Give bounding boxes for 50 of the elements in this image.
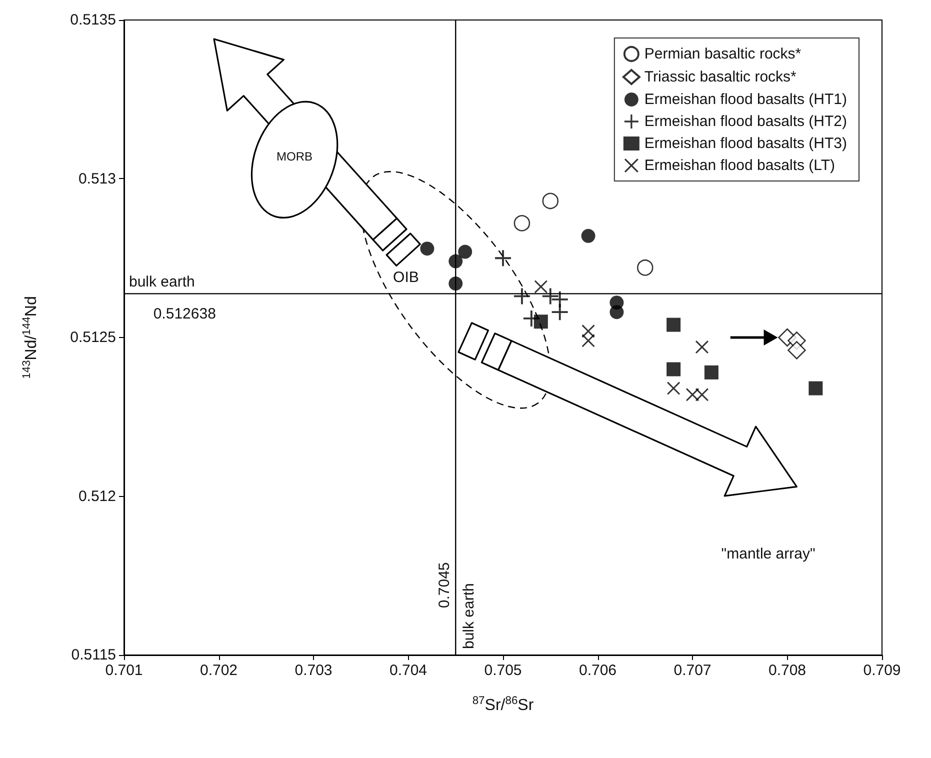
x-tick-label: 0.702 [200, 662, 238, 679]
x-tick-label: 0.706 [578, 662, 617, 679]
point [667, 382, 680, 395]
x-axis-title: $^{87}$Sr/$^{86}$Sr [472, 695, 534, 714]
point [534, 280, 548, 294]
annotation: "mantle array" [721, 544, 816, 562]
point [636, 260, 654, 276]
point [808, 381, 823, 396]
legend-label: Ermeishan flood basalts (HT3) [644, 135, 848, 152]
legend-label: Permian basaltic rocks* [644, 46, 802, 62]
x-tick-label: 0.708 [768, 662, 806, 679]
y-tick-label: 0.5125 [70, 329, 116, 346]
legend-label: Triassic basaltic rocks* [644, 68, 797, 86]
annotation: 0.7045 [435, 562, 452, 608]
point [704, 365, 718, 380]
point [788, 341, 806, 360]
annotation: 0.512638 [153, 304, 216, 322]
point [582, 334, 595, 348]
x-tick-label: 0.705 [484, 662, 522, 679]
point [695, 340, 708, 354]
y-tick-label: 0.5135 [70, 12, 116, 28]
x-tick-label: 0.707 [674, 662, 712, 679]
legend-label: Ermeishan flood basalts (LT) [644, 157, 836, 174]
point [514, 215, 530, 232]
y-tick-label: 0.5115 [71, 646, 116, 664]
legend-label: Ermeishan flood basalts (HT2) [644, 113, 848, 130]
ref-line-label: bulk earth [460, 583, 478, 649]
y-tick-label: 0.513 [78, 170, 116, 188]
point [695, 388, 708, 402]
y-tick-label: 0.512 [78, 488, 116, 505]
point [495, 250, 511, 266]
annotation: OIB [393, 268, 419, 286]
x-tick-label: 0.704 [389, 662, 428, 679]
x-tick-label: 0.709 [863, 662, 901, 679]
point [581, 228, 596, 243]
point [534, 314, 548, 329]
point [458, 244, 472, 259]
point [552, 304, 568, 320]
x-tick-label: 0.703 [294, 662, 332, 679]
point [666, 318, 681, 332]
ref-line-label: bulk earth [129, 274, 195, 291]
point [420, 242, 434, 256]
annotation: MORB [276, 150, 313, 164]
point [610, 305, 624, 320]
point [666, 362, 681, 376]
point [448, 254, 463, 268]
point [448, 276, 463, 291]
point [542, 192, 559, 210]
legend-label: Ermeishan flood basalts (HT1) [644, 91, 848, 108]
x-tick-label: 0.701 [105, 662, 143, 679]
